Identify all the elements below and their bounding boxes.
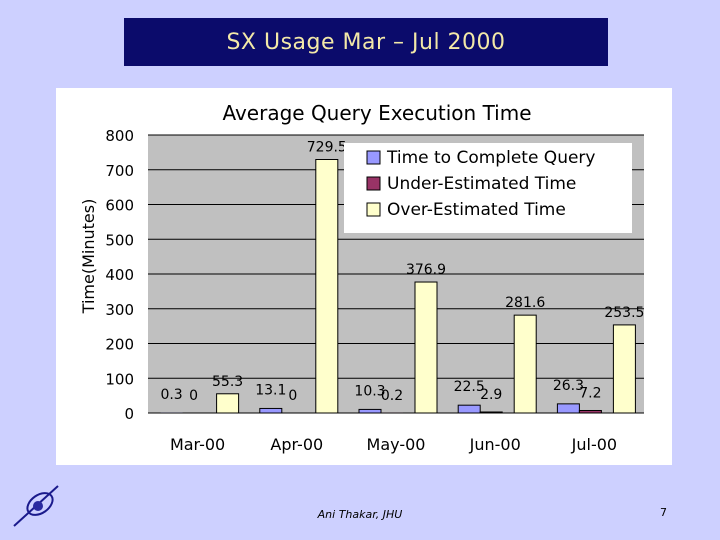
legend-swatch	[366, 176, 381, 191]
data-label: 281.6	[505, 295, 545, 311]
bar-chart: 0 100 200 300 400 500 600 700 800 0.3 13.1 10.3 22.5…	[79, 101, 644, 454]
bar-over	[315, 158, 339, 414]
bar-complete	[556, 403, 580, 414]
x-tick-label: Jul-00	[571, 435, 617, 454]
y-tick-label: 0	[124, 405, 134, 423]
legend-swatch	[366, 150, 381, 165]
data-label: 10.3	[354, 383, 385, 399]
bar-complete	[358, 408, 382, 414]
data-label: 0	[189, 388, 198, 404]
bar-over	[612, 324, 636, 414]
y-tick-label: 100	[105, 370, 134, 388]
y-tick-label: 500	[105, 231, 134, 249]
data-label: 22.5	[454, 379, 485, 395]
x-tick-label: Apr-00	[270, 435, 323, 454]
logo-icon	[13, 485, 59, 527]
bar-over	[216, 393, 240, 414]
legend-box	[344, 143, 632, 233]
data-label: 2.9	[480, 387, 502, 403]
x-tick-label: May-00	[367, 435, 426, 454]
page-number: 7	[660, 506, 667, 519]
y-tick-label: 800	[105, 127, 134, 145]
legend-label: Time to Complete Query	[386, 148, 595, 168]
chart-title: Average Query Execution Time	[222, 101, 531, 125]
chart-panel: 0 100 200 300 400 500 600 700 800 0.3 13.1 10.3 22.5…	[56, 88, 672, 465]
y-tick-label: 200	[105, 336, 134, 354]
y-tick-label: 700	[105, 162, 134, 180]
y-tick-label: 300	[105, 301, 134, 319]
data-label: 7.2	[579, 385, 601, 401]
legend-swatch	[366, 202, 381, 217]
legend-label: Under-Estimated Time	[387, 174, 576, 194]
bar-complete	[457, 404, 481, 414]
data-label: 0.3	[160, 387, 182, 403]
data-label: 253.5	[604, 305, 644, 321]
y-tick-label: 400	[105, 266, 134, 284]
data-label: 0.2	[381, 388, 403, 404]
bar-over	[513, 314, 537, 414]
data-label: 55.3	[212, 374, 243, 390]
data-label: 0	[288, 388, 297, 404]
y-tick-label: 600	[105, 197, 134, 215]
footer-credit: Ani Thakar, JHU	[317, 508, 403, 521]
data-label: 13.1	[255, 382, 286, 398]
bar-under	[578, 409, 602, 414]
bar-over	[414, 281, 438, 414]
bar-under	[479, 411, 503, 414]
x-tick-label: Mar-00	[170, 435, 225, 454]
x-tick-label: Jun-00	[469, 435, 521, 454]
legend-label: Over-Estimated Time	[387, 200, 566, 220]
bar-complete	[259, 407, 283, 414]
data-label: 376.9	[406, 262, 446, 278]
slide-title: SX Usage Mar – Jul 2000	[124, 18, 608, 66]
y-axis-label: Time(Minutes)	[79, 199, 98, 315]
data-label: 26.3	[553, 378, 584, 394]
data-label: 729.5	[307, 139, 347, 155]
